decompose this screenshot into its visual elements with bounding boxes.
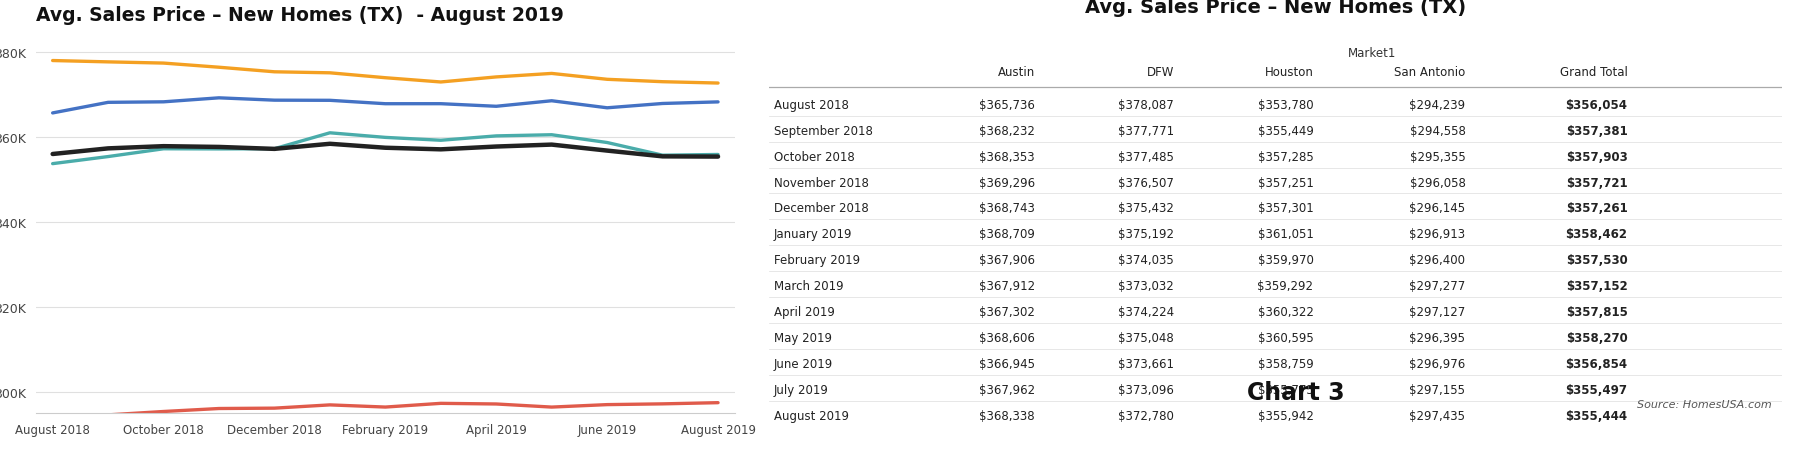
Text: $373,661: $373,661 bbox=[1118, 358, 1174, 370]
Text: August 2019: August 2019 bbox=[774, 409, 850, 422]
Text: $374,035: $374,035 bbox=[1118, 254, 1174, 267]
Text: $296,058: $296,058 bbox=[1409, 176, 1465, 189]
Text: $357,530: $357,530 bbox=[1566, 254, 1627, 267]
Text: $375,192: $375,192 bbox=[1118, 228, 1174, 241]
Text: $368,232: $368,232 bbox=[979, 124, 1035, 137]
Text: $360,322: $360,322 bbox=[1258, 306, 1314, 319]
Text: $367,962: $367,962 bbox=[979, 383, 1035, 397]
Text: $357,815: $357,815 bbox=[1566, 306, 1627, 319]
Text: April 2019: April 2019 bbox=[774, 306, 835, 319]
Text: $357,285: $357,285 bbox=[1258, 150, 1314, 163]
Text: $358,759: $358,759 bbox=[1258, 358, 1314, 370]
Text: $296,976: $296,976 bbox=[1409, 358, 1465, 370]
Text: Austin: Austin bbox=[997, 66, 1035, 78]
Text: $359,292: $359,292 bbox=[1258, 280, 1314, 293]
Text: $359,970: $359,970 bbox=[1258, 254, 1314, 267]
Text: Market1: Market1 bbox=[1348, 47, 1395, 60]
Text: February 2019: February 2019 bbox=[774, 254, 860, 267]
Text: Avg. Sales Price – New Homes (TX): Avg. Sales Price – New Homes (TX) bbox=[1085, 0, 1465, 17]
Text: $357,903: $357,903 bbox=[1566, 150, 1627, 163]
Text: $294,239: $294,239 bbox=[1409, 98, 1465, 112]
Text: November 2018: November 2018 bbox=[774, 176, 869, 189]
Text: $357,381: $357,381 bbox=[1566, 124, 1627, 137]
Text: $378,087: $378,087 bbox=[1118, 98, 1174, 112]
Text: $367,912: $367,912 bbox=[979, 280, 1035, 293]
Text: $297,127: $297,127 bbox=[1409, 306, 1465, 319]
Text: $377,771: $377,771 bbox=[1118, 124, 1174, 137]
Text: July 2019: July 2019 bbox=[774, 383, 828, 397]
Text: $297,435: $297,435 bbox=[1409, 409, 1465, 422]
Text: $366,945: $366,945 bbox=[979, 358, 1035, 370]
Text: $373,032: $373,032 bbox=[1118, 280, 1174, 293]
Text: $355,449: $355,449 bbox=[1258, 124, 1314, 137]
Text: $297,155: $297,155 bbox=[1409, 383, 1465, 397]
Text: Grand Total: Grand Total bbox=[1559, 66, 1627, 78]
Text: $365,736: $365,736 bbox=[979, 98, 1035, 112]
Text: $369,296: $369,296 bbox=[979, 176, 1035, 189]
Text: $296,395: $296,395 bbox=[1409, 331, 1465, 345]
Text: DFW: DFW bbox=[1147, 66, 1174, 78]
Text: $361,051: $361,051 bbox=[1258, 228, 1314, 241]
Text: June 2019: June 2019 bbox=[774, 358, 833, 370]
Text: $297,277: $297,277 bbox=[1409, 280, 1465, 293]
Text: $355,942: $355,942 bbox=[1258, 409, 1314, 422]
Text: $357,251: $357,251 bbox=[1258, 176, 1314, 189]
Text: $296,145: $296,145 bbox=[1409, 202, 1465, 215]
Text: $374,224: $374,224 bbox=[1118, 306, 1174, 319]
Text: January 2019: January 2019 bbox=[774, 228, 853, 241]
Text: $357,152: $357,152 bbox=[1566, 280, 1627, 293]
Text: $355,444: $355,444 bbox=[1566, 409, 1627, 422]
Text: $356,054: $356,054 bbox=[1566, 98, 1627, 112]
Text: $368,606: $368,606 bbox=[979, 331, 1035, 345]
Text: December 2018: December 2018 bbox=[774, 202, 869, 215]
Text: $367,302: $367,302 bbox=[979, 306, 1035, 319]
Text: Chart 3: Chart 3 bbox=[1247, 380, 1345, 404]
Text: $356,854: $356,854 bbox=[1566, 358, 1627, 370]
Text: $353,780: $353,780 bbox=[1258, 98, 1314, 112]
Text: $357,301: $357,301 bbox=[1258, 202, 1314, 215]
Text: $296,400: $296,400 bbox=[1409, 254, 1465, 267]
Text: San Antonio: San Antonio bbox=[1395, 66, 1465, 78]
Text: $358,270: $358,270 bbox=[1566, 331, 1627, 345]
Text: $358,462: $358,462 bbox=[1566, 228, 1627, 241]
Text: $375,048: $375,048 bbox=[1118, 331, 1174, 345]
Text: Avg. Sales Price – New Homes (TX)  - August 2019: Avg. Sales Price – New Homes (TX) - Augu… bbox=[36, 6, 563, 25]
Text: $355,773: $355,773 bbox=[1258, 383, 1314, 397]
Text: $368,353: $368,353 bbox=[979, 150, 1035, 163]
Text: $368,743: $368,743 bbox=[979, 202, 1035, 215]
Text: $372,780: $372,780 bbox=[1118, 409, 1174, 422]
Text: $295,355: $295,355 bbox=[1409, 150, 1465, 163]
Text: $377,485: $377,485 bbox=[1118, 150, 1174, 163]
Text: $376,507: $376,507 bbox=[1118, 176, 1174, 189]
Text: Houston: Houston bbox=[1265, 66, 1314, 78]
Text: $373,096: $373,096 bbox=[1118, 383, 1174, 397]
Text: $296,913: $296,913 bbox=[1409, 228, 1465, 241]
Text: Source: HomesUSA.com: Source: HomesUSA.com bbox=[1638, 399, 1771, 409]
Text: September 2018: September 2018 bbox=[774, 124, 873, 137]
Text: May 2019: May 2019 bbox=[774, 331, 832, 345]
Text: $360,595: $360,595 bbox=[1258, 331, 1314, 345]
Text: October 2018: October 2018 bbox=[774, 150, 855, 163]
Text: $294,558: $294,558 bbox=[1409, 124, 1465, 137]
Text: $368,709: $368,709 bbox=[979, 228, 1035, 241]
Text: $367,906: $367,906 bbox=[979, 254, 1035, 267]
Text: March 2019: March 2019 bbox=[774, 280, 844, 293]
Text: $375,432: $375,432 bbox=[1118, 202, 1174, 215]
Text: $355,497: $355,497 bbox=[1566, 383, 1627, 397]
Text: $368,338: $368,338 bbox=[979, 409, 1035, 422]
Text: $357,261: $357,261 bbox=[1566, 202, 1627, 215]
Text: August 2018: August 2018 bbox=[774, 98, 850, 112]
Text: $357,721: $357,721 bbox=[1566, 176, 1627, 189]
